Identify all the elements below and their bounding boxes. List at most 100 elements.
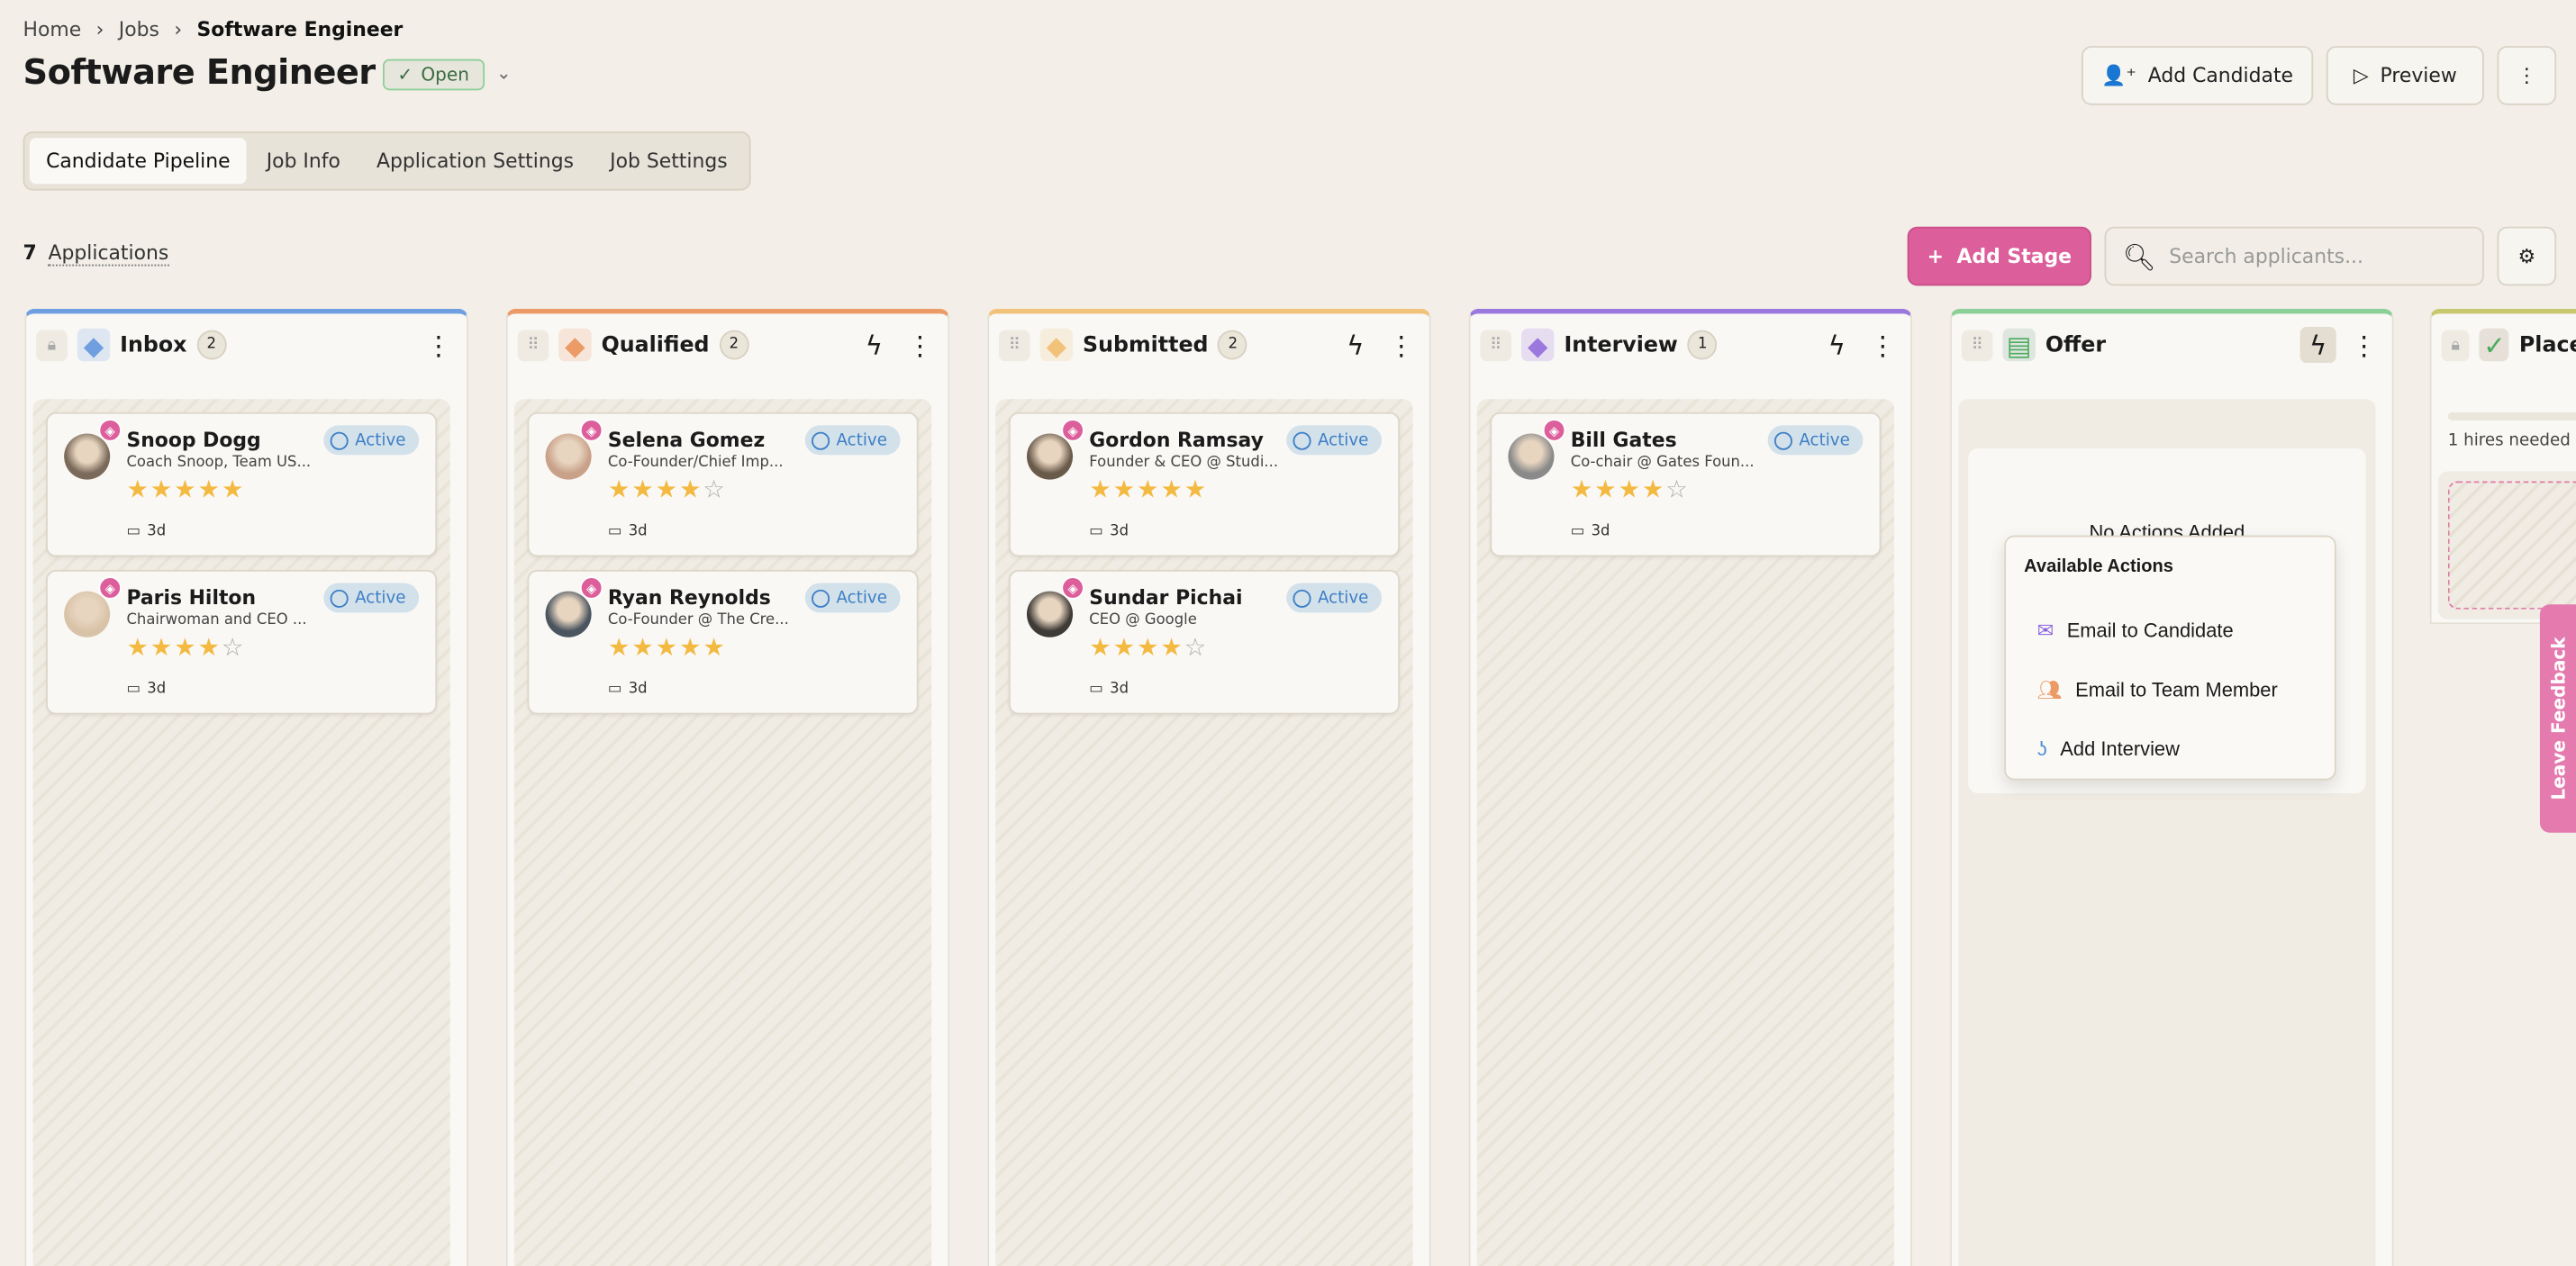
add-candidate-button[interactable]: 👤⁺ Add Candidate (2082, 46, 2314, 105)
chevron-right-icon: › (95, 18, 104, 41)
star-icon: ★ (1137, 475, 1161, 504)
menu-item-email-team-member[interactable]: 👥︎ Email to Team Member (2024, 660, 2317, 719)
rating-stars[interactable]: ★★★★☆ (1571, 475, 1690, 504)
user-icon: ◆ (1521, 328, 1555, 362)
status-label: Active (355, 588, 406, 607)
status-badge: Active (323, 583, 420, 613)
candidate-role: Founder & CEO @ Studi... (1089, 455, 1279, 472)
age-value: 3d (1110, 523, 1129, 541)
avatar (1027, 433, 1074, 480)
drag-handle-icon[interactable]: ⠿ (517, 329, 549, 361)
status-label: Active (1317, 588, 1369, 607)
document-check-icon: ✓ (2479, 328, 2509, 362)
drag-handle-icon[interactable]: ⠿ (1480, 329, 1512, 361)
candidate-card[interactable]: ◈ Bill Gates Co-chair @ Gates Foun... ★★… (1490, 411, 1882, 557)
leave-feedback-tab[interactable]: Leave Feedback (2539, 604, 2576, 833)
candidate-card[interactable]: ◈ Ryan Reynolds Co-Founder @ The Cre... … (527, 569, 919, 715)
lightning-icon[interactable]: ϟ (865, 329, 884, 361)
menu-item-email-candidate[interactable]: ✉ Email to Candidate (2024, 601, 2317, 661)
preview-button[interactable]: ▷ Preview (2326, 46, 2484, 105)
star-icon: ★ (221, 475, 246, 504)
star-icon: ★ (1112, 632, 1138, 663)
status-label: Active (836, 588, 887, 607)
source-badge-icon: ◈ (1061, 576, 1084, 600)
candidate-name: Gordon Ramsay (1089, 429, 1264, 452)
breadcrumb-jobs[interactable]: Jobs (118, 18, 159, 41)
star-icon: ★ (126, 475, 150, 504)
candidate-card[interactable]: ◈ Sundar Pichai CEO @ Google ★★★★☆ ▭ 3d A… (1008, 569, 1401, 715)
tab-candidate-pipeline[interactable]: Candidate Pipeline (29, 138, 247, 185)
column-count: 1 (1687, 330, 1718, 360)
search-input[interactable] (2169, 244, 2465, 268)
users-icon: 👥︎ (2036, 678, 2063, 701)
candidate-card[interactable]: ◈ Selena Gomez Co-Founder/Chief Imp... ★… (527, 411, 919, 557)
star-icon: ☆ (703, 475, 727, 504)
tab-application-settings[interactable]: Application Settings (376, 149, 575, 173)
status-dropdown-chevron-icon[interactable]: ⌄ (495, 62, 512, 85)
circle-icon (1293, 588, 1311, 607)
column-menu-icon[interactable]: ⋮ (2351, 329, 2378, 361)
rating-stars[interactable]: ★★★★★ (126, 475, 245, 504)
rating-stars[interactable]: ★★★★☆ (1089, 632, 1208, 662)
status-label: Active (1799, 430, 1850, 449)
board-settings-button[interactable]: ⚙ (2497, 226, 2557, 286)
column-title: Submitted (1083, 332, 1209, 357)
drop-zone[interactable] (2447, 481, 2576, 610)
calendar-icon: ▭ (1089, 681, 1103, 699)
column-title: Interview (1564, 332, 1678, 357)
star-icon: ★ (1089, 632, 1113, 663)
feedback-label: Leave Feedback (2548, 637, 2571, 800)
candidate-card[interactable]: ◈ Snoop Dogg Coach Snoop, Team US... ★★★… (46, 411, 438, 557)
column-title: Placed (2518, 332, 2576, 357)
breadcrumb-home[interactable]: Home (23, 18, 82, 41)
menu-item-add-interview[interactable]: ʖ Add Interview (2024, 719, 2317, 779)
drag-handle-icon[interactable]: ⠿ (998, 329, 1030, 361)
star-icon: ★ (1641, 475, 1666, 504)
candidate-card[interactable]: ◈ Gordon Ramsay Founder & CEO @ Studi...… (1008, 411, 1401, 557)
rating-stars[interactable]: ★★★★★ (608, 632, 727, 662)
candidate-name: Snoop Dogg (126, 429, 261, 452)
candidate-role: Co-chair @ Gates Foun... (1570, 455, 1755, 472)
rating-stars[interactable]: ★★★★☆ (126, 632, 245, 662)
rating-stars[interactable]: ★★★★★ (1089, 475, 1208, 504)
add-stage-button[interactable]: + Add Stage (1907, 226, 2091, 286)
applications-link[interactable]: Applications (48, 241, 169, 267)
lightning-icon[interactable]: ϟ (1347, 329, 1365, 361)
age-value: 3d (1110, 681, 1129, 699)
column-title: Qualified (601, 332, 710, 357)
candidate-name: Bill Gates (1570, 429, 1677, 452)
candidate-role: Co-Founder @ The Cre... (607, 612, 789, 629)
status-label: Active (355, 430, 406, 449)
candidate-card[interactable]: ◈ Paris Hilton Chairwoman and CEO ... ★★… (46, 569, 438, 715)
column-body: ◈ Selena Gomez Co-Founder/Chief Imp... ★… (513, 399, 932, 1266)
lightning-icon[interactable]: ϟ (1828, 329, 1846, 361)
column-menu-icon[interactable]: ⋮ (906, 329, 934, 361)
interview-voice-icon: ʖ (2036, 737, 2047, 761)
candidate-role: Co-Founder/Chief Imp... (607, 455, 784, 472)
age-value: 3d (628, 681, 648, 699)
drag-handle-icon[interactable]: ⠿ (1961, 329, 1993, 361)
page-title: Software Engineer (23, 52, 376, 93)
column-menu-icon[interactable]: ⋮ (1869, 329, 1896, 361)
star-icon: ☆ (221, 632, 246, 663)
avatar (64, 591, 111, 638)
status-badge[interactable]: ✓ Open (382, 59, 485, 91)
source-badge-icon: ◈ (579, 419, 603, 442)
tab-job-info[interactable]: Job Info (266, 149, 340, 173)
lightning-icon[interactable]: ϟ (2299, 326, 2336, 364)
source-badge-icon: ◈ (98, 419, 122, 442)
star-icon: ★ (678, 475, 703, 504)
tab-job-settings[interactable]: Job Settings (610, 149, 728, 173)
more-options-button[interactable]: ⋮ (2497, 46, 2557, 105)
star-icon: ★ (1089, 475, 1113, 504)
star-icon: ★ (607, 632, 632, 663)
rating-stars[interactable]: ★★★★☆ (608, 475, 727, 504)
circle-icon (812, 588, 830, 607)
status-badge: Active (804, 583, 901, 613)
lock-icon: 🔒︎ (36, 329, 68, 361)
column-menu-icon[interactable]: ⋮ (425, 329, 452, 361)
column-menu-icon[interactable]: ⋮ (1388, 329, 1415, 361)
star-icon: ★ (1594, 475, 1619, 504)
circle-icon (330, 588, 349, 607)
application-age: ▭ 3d (1089, 682, 1129, 698)
